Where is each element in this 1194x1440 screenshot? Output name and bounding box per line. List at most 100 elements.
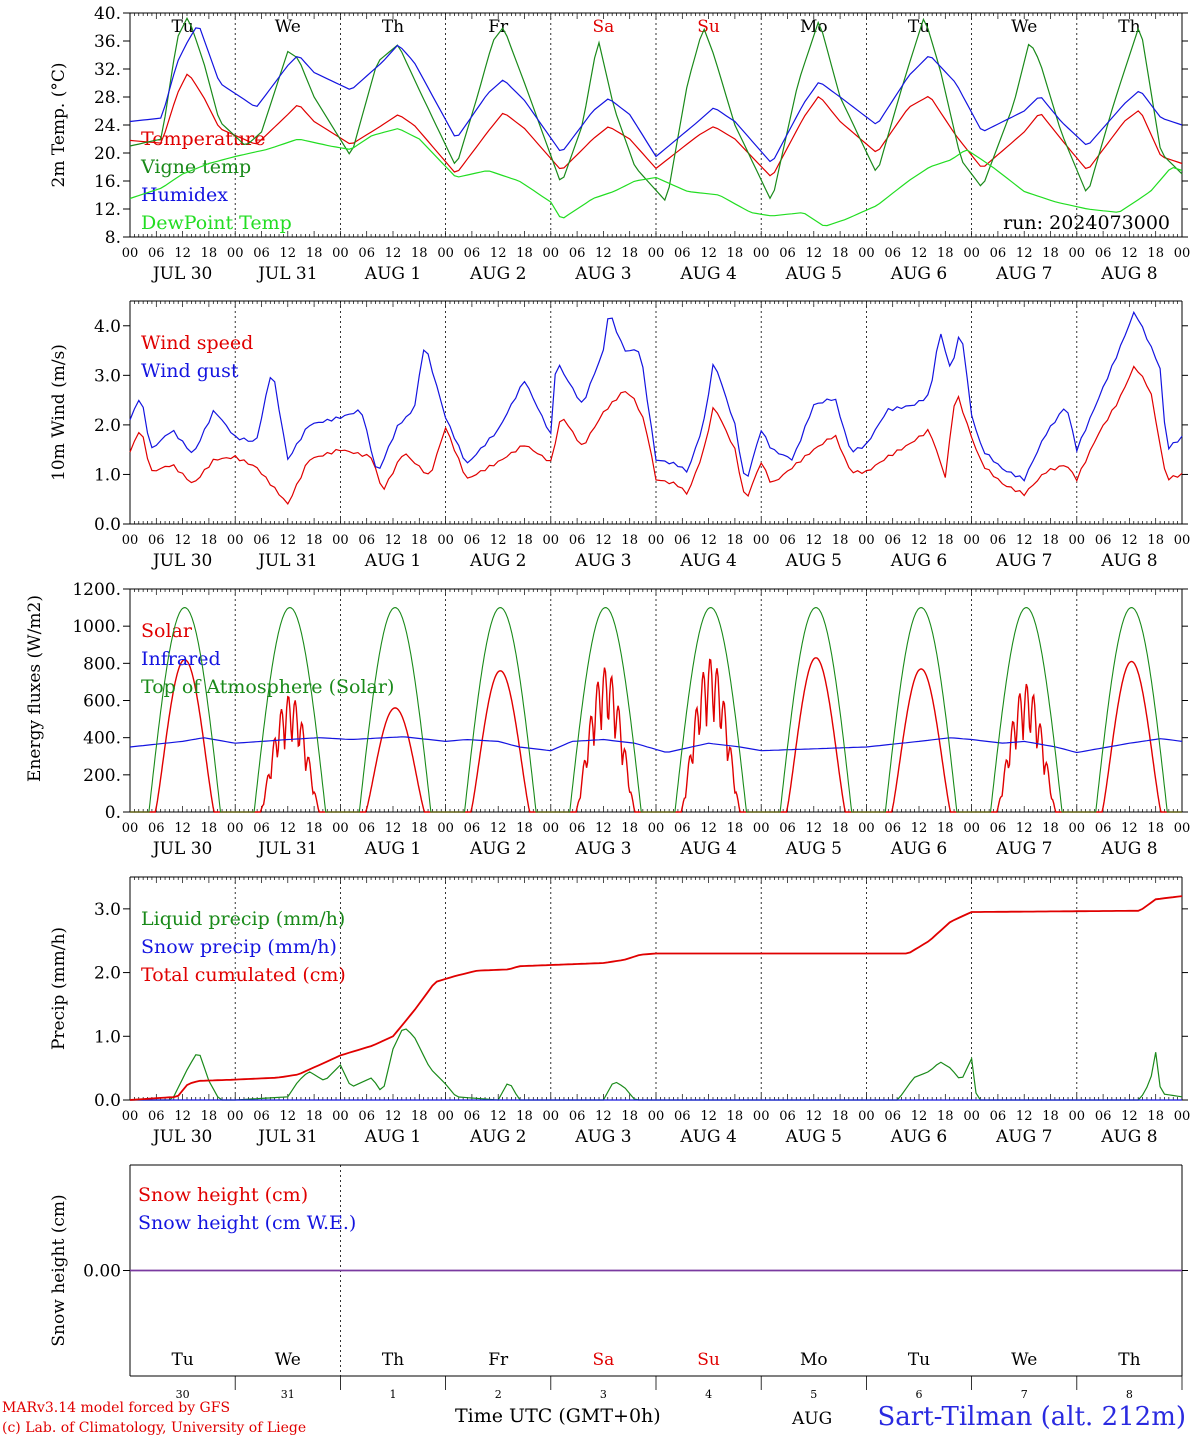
hour-tick-label: 00 xyxy=(227,1109,244,1124)
hour-tick-label: 00 xyxy=(1069,246,1086,261)
hour-tick-label: 00 xyxy=(963,821,980,836)
series-infrared xyxy=(129,736,1183,754)
series-dewpoint-temp xyxy=(129,128,1183,227)
series-temperature xyxy=(129,73,1183,177)
date-label: JUL 31 xyxy=(256,839,317,859)
legend-series-solar: Solar xyxy=(141,620,193,642)
hour-tick-label: 06 xyxy=(884,246,901,261)
hour-tick-label: 00 xyxy=(543,533,560,548)
hour-tick-label: 18 xyxy=(1147,246,1164,261)
hour-tick-label: 06 xyxy=(1095,246,1112,261)
hour-tick-label: 00 xyxy=(227,246,244,261)
hour-tick-label: 12 xyxy=(595,533,612,548)
hour-tick-label: 06 xyxy=(464,821,481,836)
hour-tick-label: 12 xyxy=(806,1109,823,1124)
hour-tick-label: 18 xyxy=(937,246,954,261)
date-label: AUG 2 xyxy=(469,264,526,284)
hour-tick-label: 18 xyxy=(727,821,744,836)
hour-tick-label: 00 xyxy=(543,1109,560,1124)
legend-series-dewpoint-temp: DewPoint Temp xyxy=(141,212,292,234)
hour-tick-label: 18 xyxy=(411,533,428,548)
hour-tick-label: 06 xyxy=(253,1109,270,1124)
hour-tick-label: 00 xyxy=(963,1109,980,1124)
day-number-label: 7 xyxy=(1021,1388,1028,1401)
date-label: AUG 4 xyxy=(679,551,736,571)
hour-tick-label: 06 xyxy=(1095,533,1112,548)
hour-tick-label: 06 xyxy=(464,246,481,261)
hour-tick-label: 12 xyxy=(385,821,402,836)
date-label: AUG 8 xyxy=(1100,551,1157,571)
hour-tick-label: 18 xyxy=(306,1109,323,1124)
date-label: AUG 6 xyxy=(890,1127,947,1147)
hour-tick-label: 12 xyxy=(385,246,402,261)
hour-tick-label: 00 xyxy=(227,821,244,836)
hour-tick-label: 06 xyxy=(990,246,1007,261)
date-label: AUG 3 xyxy=(574,264,631,284)
hour-tick-label: 06 xyxy=(990,821,1007,836)
hour-tick-label: 06 xyxy=(779,1109,796,1124)
hour-tick-label: 06 xyxy=(884,533,901,548)
day-number-label: 8 xyxy=(1126,1388,1133,1401)
hour-tick-label: 12 xyxy=(1121,246,1138,261)
legend-series-humidex: Humidex xyxy=(141,184,228,206)
hour-tick-label: 12 xyxy=(1016,246,1033,261)
hour-tick-label: 12 xyxy=(385,533,402,548)
day-number-label: 5 xyxy=(810,1388,817,1401)
hour-tick-label: 06 xyxy=(253,821,270,836)
hour-tick-label: 06 xyxy=(779,246,796,261)
date-label: JUL 31 xyxy=(256,264,317,284)
day-number-label: 30 xyxy=(176,1388,190,1401)
hour-tick-label: 12 xyxy=(911,533,928,548)
y-tick-label: 2.0 xyxy=(94,416,121,436)
hour-tick-label: 00 xyxy=(437,1109,454,1124)
hour-tick-label: 18 xyxy=(516,1109,533,1124)
weekday-label: Sa xyxy=(593,1350,615,1370)
hour-tick-label: 06 xyxy=(569,1109,586,1124)
hour-tick-label: 06 xyxy=(253,246,270,261)
y-axis-label: Precip (mm/h) xyxy=(49,927,69,1050)
date-label: AUG 6 xyxy=(890,839,947,859)
hour-tick-label: 12 xyxy=(490,246,507,261)
y-axis-label: Energy fluxes (W/m2) xyxy=(25,595,45,782)
y-tick-label: 12. xyxy=(94,200,121,220)
weekday-label: Su xyxy=(697,17,720,37)
hour-tick-label: 00 xyxy=(122,533,139,548)
weekday-label: We xyxy=(1011,1350,1037,1370)
date-label: AUG 8 xyxy=(1100,839,1157,859)
date-label: AUG 3 xyxy=(574,1127,631,1147)
hour-tick-label: 00 xyxy=(1069,821,1086,836)
hour-tick-label: 18 xyxy=(621,246,638,261)
day-number-label: 2 xyxy=(495,1388,502,1401)
hour-tick-label: 18 xyxy=(516,246,533,261)
legend-series-top-of-atmosphere-solar-: Top of Atmosphere (Solar) xyxy=(141,676,394,698)
series-total-cumulated-cm- xyxy=(129,895,1183,1101)
date-label: AUG 6 xyxy=(890,551,947,571)
date-label: JUL 30 xyxy=(151,839,212,859)
hour-tick-label: 18 xyxy=(1042,1109,1059,1124)
hour-tick-label: 18 xyxy=(411,821,428,836)
legend-series-total-cumulated-cm-: Total cumulated (cm) xyxy=(141,964,346,986)
weekday-label: Fr xyxy=(488,17,509,37)
hour-tick-label: 00 xyxy=(1069,533,1086,548)
hour-tick-label: 18 xyxy=(201,533,218,548)
hour-tick-label: 18 xyxy=(411,1109,428,1124)
hour-tick-label: 00 xyxy=(332,533,349,548)
weekday-label: Mo xyxy=(800,1350,828,1370)
hour-tick-label: 12 xyxy=(806,533,823,548)
weekday-label: Th xyxy=(1118,17,1140,37)
date-label: JUL 30 xyxy=(151,551,212,571)
hour-tick-label: 12 xyxy=(911,246,928,261)
hour-tick-label: 18 xyxy=(1147,821,1164,836)
hour-tick-label: 06 xyxy=(569,246,586,261)
date-label: AUG 7 xyxy=(995,264,1052,284)
series-vigne-temp xyxy=(129,16,1183,202)
hour-tick-label: 12 xyxy=(174,533,191,548)
hour-tick-label: 12 xyxy=(280,533,297,548)
hour-tick-label: 06 xyxy=(884,1109,901,1124)
hour-tick-label: 06 xyxy=(253,533,270,548)
date-label: AUG 5 xyxy=(785,839,842,859)
hour-tick-label: 12 xyxy=(174,246,191,261)
y-tick-label: 1000. xyxy=(72,617,121,637)
hour-tick-label: 06 xyxy=(358,821,375,836)
